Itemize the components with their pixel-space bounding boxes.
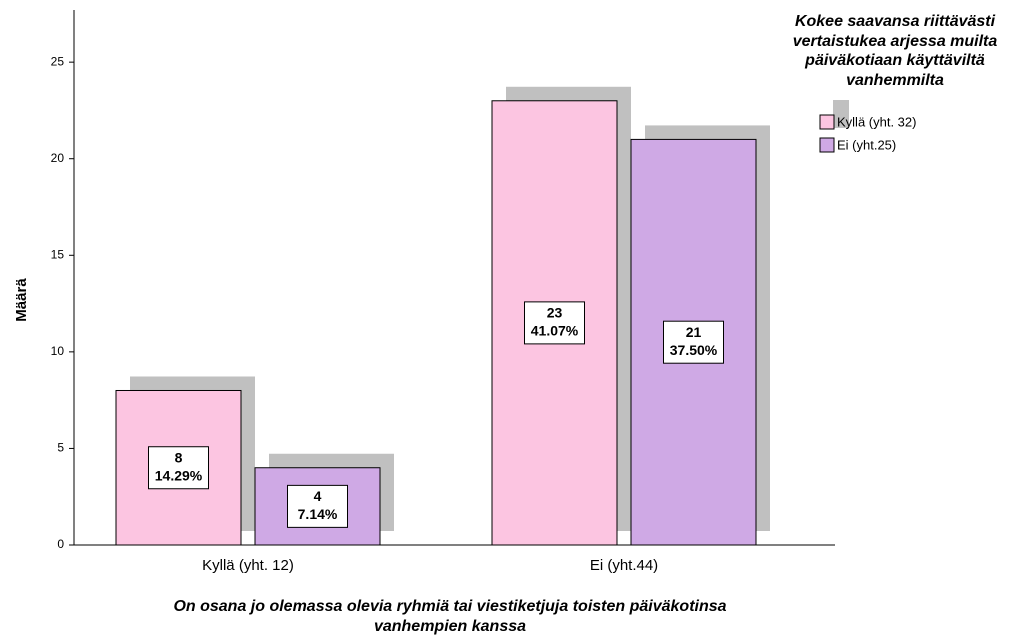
data-label-box	[524, 301, 585, 345]
data-label: 23	[547, 305, 563, 321]
data-label: 14.29%	[155, 467, 203, 483]
legend-label: Kyllä (yht. 32)	[837, 114, 916, 129]
legend-label: Ei (yht.25)	[837, 137, 896, 152]
y-axis-label: Määrä	[13, 278, 30, 322]
data-label: 8	[175, 449, 183, 465]
data-label: 21	[686, 324, 702, 340]
data-label-box	[287, 484, 348, 528]
data-label: 7.14%	[298, 506, 338, 522]
y-tick-label: 5	[57, 441, 64, 455]
x-tick-label: Kyllä (yht. 12)	[202, 557, 294, 574]
legend-title: Kokee saavansa riittävästi vertaistukea …	[792, 13, 998, 89]
data-label-box	[148, 446, 209, 490]
data-label: 41.07%	[531, 323, 579, 339]
y-tick-label: 20	[51, 151, 65, 165]
legend-swatch	[819, 114, 835, 130]
y-tick-label: 15	[51, 247, 65, 261]
x-tick-label: Ei (yht.44)	[590, 557, 658, 574]
y-tick-label: 25	[51, 54, 65, 68]
data-label: 37.50%	[670, 342, 718, 358]
x-axis-label: On osana jo olemassa olevia ryhmiä tai v…	[173, 598, 727, 635]
legend-shadow	[833, 100, 849, 128]
y-tick-label: 10	[51, 344, 65, 358]
data-label: 4	[314, 488, 322, 504]
legend-swatch	[819, 137, 835, 153]
data-label-box	[663, 320, 724, 364]
y-tick-label: 0	[57, 537, 64, 551]
